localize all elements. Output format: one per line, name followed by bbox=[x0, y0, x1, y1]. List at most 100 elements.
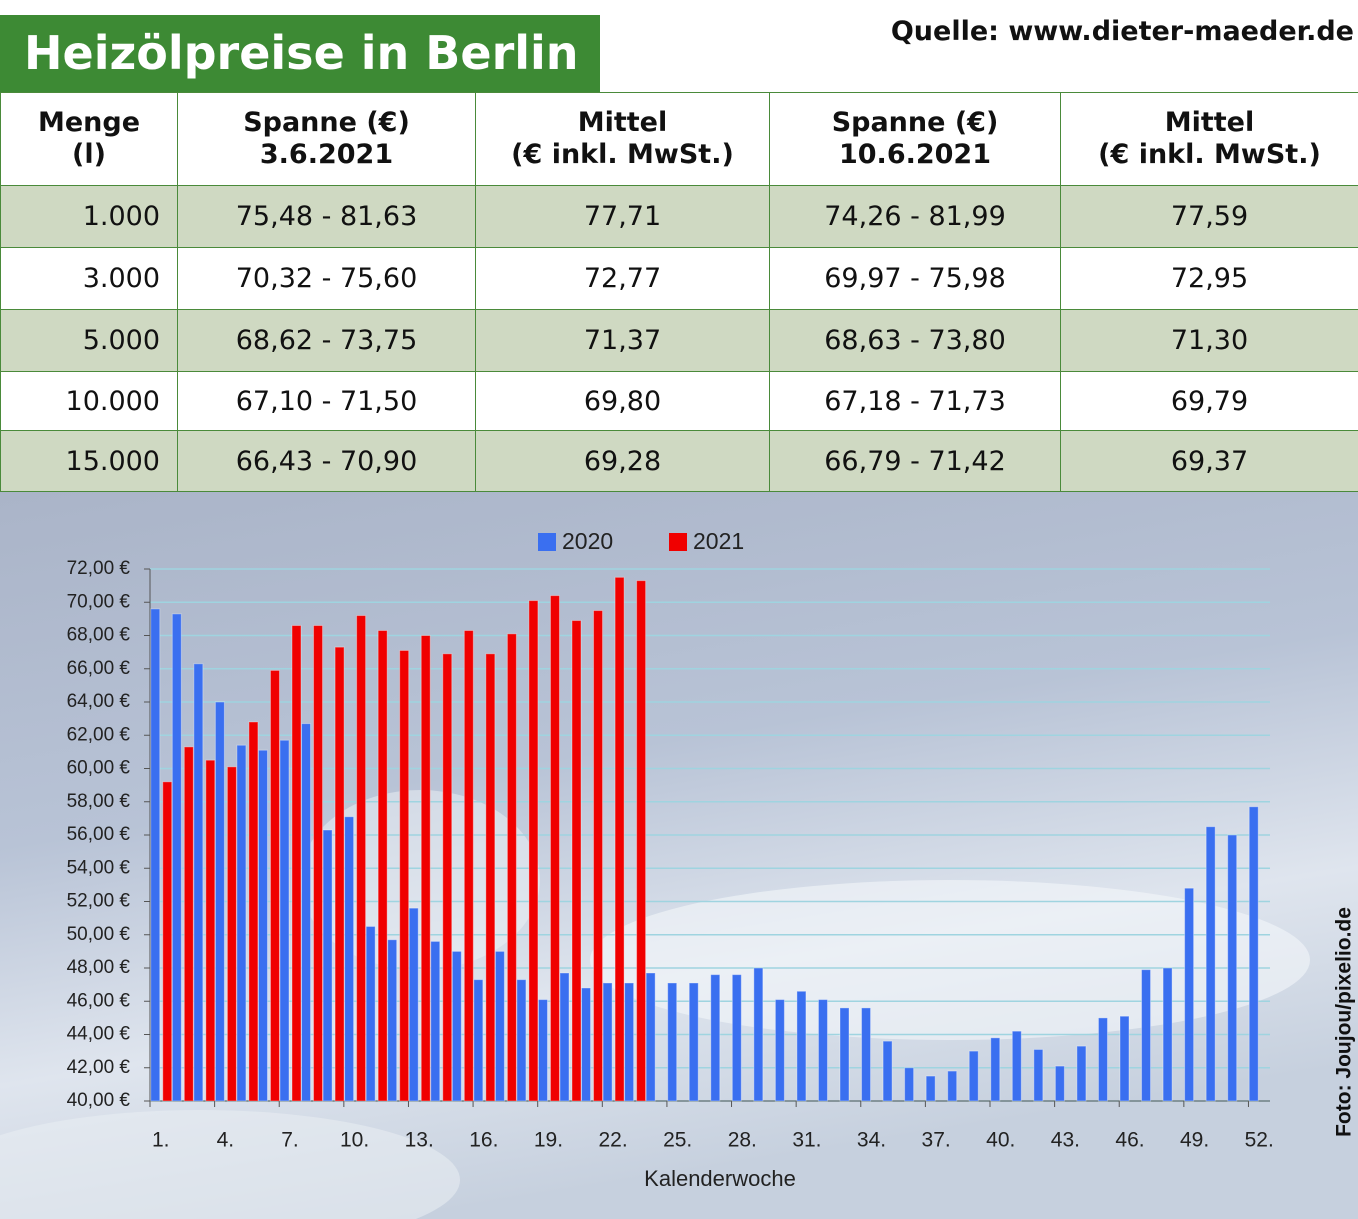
bar bbox=[537, 999, 548, 1102]
table-cell: 77,71 bbox=[475, 185, 770, 248]
bar bbox=[925, 1075, 936, 1102]
y-tick-label: 58,00 € bbox=[67, 791, 131, 812]
source: Quelle: www.dieter-maeder.de bbox=[890, 16, 1354, 47]
table-cell: 77,59 bbox=[1060, 185, 1358, 248]
bar bbox=[817, 999, 828, 1102]
table-cell: 68,63 - 73,80 bbox=[769, 309, 1061, 372]
bar bbox=[150, 608, 161, 1102]
bar bbox=[451, 950, 462, 1102]
bar bbox=[205, 759, 216, 1102]
bar bbox=[193, 663, 204, 1102]
table-cell: 69,79 bbox=[1060, 371, 1358, 431]
bar bbox=[645, 972, 656, 1102]
y-tick-label: 66,00 € bbox=[67, 658, 131, 679]
table-cell: 1.000 bbox=[0, 185, 178, 248]
bar bbox=[1184, 887, 1195, 1102]
header-cell: Mittel (€ inkl. MwSt.) bbox=[1060, 92, 1358, 186]
bar bbox=[1033, 1048, 1044, 1102]
y-tick-label: 42,00 € bbox=[67, 1057, 131, 1078]
x-tick-label: 49. bbox=[1180, 1129, 1209, 1152]
legend-label: 2021 bbox=[693, 528, 744, 554]
bar bbox=[485, 653, 496, 1102]
table-cell: 10.000 bbox=[0, 371, 178, 431]
cloud bbox=[300, 790, 540, 970]
bar bbox=[593, 610, 604, 1102]
bar bbox=[226, 766, 237, 1102]
table-cell: 75,48 - 81,63 bbox=[177, 185, 476, 248]
bar bbox=[602, 982, 613, 1102]
y-tick-label: 52,00 € bbox=[67, 891, 131, 912]
bar bbox=[442, 653, 453, 1102]
y-tick-label: 54,00 € bbox=[67, 857, 131, 878]
legend-swatch bbox=[538, 533, 556, 551]
x-tick-label: 10. bbox=[340, 1129, 369, 1152]
x-tick-label: 46. bbox=[1115, 1129, 1144, 1152]
bar bbox=[463, 630, 474, 1102]
table-cell: 72,77 bbox=[475, 247, 770, 310]
header-text: 10.6.2021 bbox=[838, 139, 992, 170]
bar bbox=[322, 829, 333, 1102]
bar bbox=[344, 816, 355, 1102]
bar bbox=[667, 982, 678, 1102]
bar bbox=[753, 967, 764, 1102]
table-cell: 72,95 bbox=[1060, 247, 1358, 310]
title: Heizölpreise in Berlin bbox=[0, 15, 600, 92]
y-tick-label: 44,00 € bbox=[67, 1024, 131, 1045]
y-tick-label: 64,00 € bbox=[67, 691, 131, 712]
bar bbox=[549, 595, 560, 1102]
bar bbox=[387, 939, 398, 1102]
table-cell: 71,37 bbox=[475, 309, 770, 372]
bar bbox=[430, 940, 441, 1102]
header-cell: Mittel (€ inkl. MwSt.) bbox=[475, 92, 770, 186]
cloud bbox=[590, 880, 1310, 1040]
y-tick-label: 56,00 € bbox=[67, 824, 131, 845]
bar bbox=[990, 1037, 1001, 1102]
bar bbox=[624, 982, 635, 1102]
table-cell: 69,37 bbox=[1060, 430, 1358, 492]
bar bbox=[279, 739, 290, 1102]
header-text: 3.6.2021 bbox=[259, 139, 394, 170]
bar bbox=[171, 613, 182, 1102]
price-table: Menge (l) Spanne (€) 3.6.2021 Mittel (€ inkl.… bbox=[0, 92, 1358, 492]
x-tick-label: 52. bbox=[1245, 1129, 1274, 1152]
header-text: Spanne (€) bbox=[831, 107, 999, 138]
y-tick-label: 70,00 € bbox=[67, 591, 131, 612]
bar bbox=[1119, 1015, 1130, 1102]
x-tick-label: 40. bbox=[986, 1129, 1015, 1152]
x-axis-label: Kalenderwoche bbox=[644, 1166, 796, 1191]
bar bbox=[882, 1040, 893, 1102]
header-cell: Spanne (€) 3.6.2021 bbox=[177, 92, 476, 186]
bar bbox=[516, 979, 527, 1102]
bar bbox=[1141, 969, 1152, 1102]
header-text: Mittel bbox=[1164, 107, 1255, 138]
legend-label: 2020 bbox=[562, 528, 613, 554]
y-tick-label: 50,00 € bbox=[67, 924, 131, 945]
bar bbox=[291, 625, 302, 1102]
bar bbox=[861, 1007, 872, 1102]
x-tick-label: 31. bbox=[792, 1129, 821, 1152]
bar bbox=[334, 646, 345, 1102]
legend-swatch bbox=[669, 533, 687, 551]
table-cell: 67,18 - 71,73 bbox=[769, 371, 1061, 431]
bar bbox=[257, 749, 268, 1102]
bar bbox=[236, 744, 247, 1102]
table-cell: 69,28 bbox=[475, 430, 770, 492]
bar bbox=[494, 950, 505, 1102]
bar bbox=[571, 620, 582, 1102]
x-tick-label: 43. bbox=[1051, 1129, 1080, 1152]
y-tick-label: 68,00 € bbox=[67, 625, 131, 646]
table-cell: 15.000 bbox=[0, 430, 178, 492]
y-tick-label: 48,00 € bbox=[67, 957, 131, 978]
bar bbox=[947, 1070, 958, 1102]
bar bbox=[1248, 806, 1259, 1102]
bar bbox=[248, 721, 259, 1102]
header-text: Mittel bbox=[577, 107, 668, 138]
table-cell: 68,62 - 73,75 bbox=[177, 309, 476, 372]
table-cell: 67,10 - 71,50 bbox=[177, 371, 476, 431]
x-tick-label: 4. bbox=[217, 1129, 235, 1152]
bar bbox=[183, 746, 194, 1102]
table-cell: 3.000 bbox=[0, 247, 178, 310]
bar bbox=[1227, 834, 1238, 1102]
bar bbox=[1097, 1017, 1108, 1102]
table-cell: 71,30 bbox=[1060, 309, 1358, 372]
